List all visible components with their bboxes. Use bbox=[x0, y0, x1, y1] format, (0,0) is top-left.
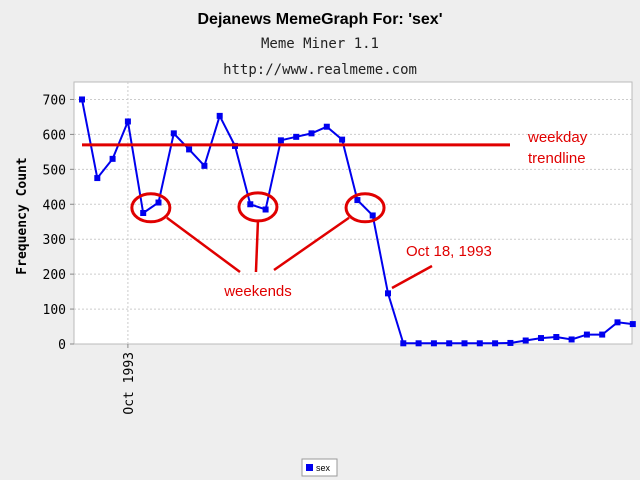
y-tick-label: 300 bbox=[43, 233, 66, 248]
chart-title: Dejanews MemeGraph For: 'sex' bbox=[197, 11, 442, 28]
data-point bbox=[614, 319, 621, 326]
data-point bbox=[568, 336, 575, 343]
data-point bbox=[308, 130, 315, 137]
plot-area bbox=[73, 81, 633, 345]
chart-url: http://www.realmeme.com bbox=[223, 62, 417, 78]
data-point bbox=[354, 197, 361, 204]
data-point bbox=[216, 112, 223, 119]
trendline-label-line1: weekday bbox=[527, 129, 588, 146]
legend-box bbox=[301, 458, 338, 477]
legend: sex bbox=[301, 458, 338, 477]
y-axis-title: Frequency Count bbox=[15, 157, 30, 274]
y-tick-label: 700 bbox=[43, 93, 66, 108]
legend-marker bbox=[306, 464, 313, 471]
data-point bbox=[476, 340, 483, 347]
weekend-arrow bbox=[166, 216, 241, 274]
weekend-circle bbox=[344, 192, 386, 224]
weekend-circle bbox=[130, 192, 172, 224]
data-point bbox=[507, 339, 514, 346]
data-point bbox=[109, 155, 116, 162]
y-tick-label: 500 bbox=[43, 163, 66, 178]
x-axis: Oct 1993 bbox=[122, 344, 137, 415]
x-tick-label: Oct 1993 bbox=[122, 352, 137, 415]
data-point bbox=[124, 118, 131, 125]
data-point bbox=[79, 96, 85, 103]
y-tick-label: 200 bbox=[43, 268, 66, 283]
data-point bbox=[492, 340, 499, 347]
grid bbox=[74, 82, 632, 344]
data-point bbox=[369, 212, 376, 219]
y-tick-label: 100 bbox=[43, 303, 66, 318]
data-point bbox=[293, 133, 300, 140]
weekends-label: weekends bbox=[223, 283, 292, 300]
data-point bbox=[201, 162, 208, 169]
data-point bbox=[553, 334, 560, 341]
annotations: weekday trendline weekends Oct 18, 1993 bbox=[82, 129, 588, 300]
y-axis: 0 100 200 300 400 500 600 700 bbox=[43, 93, 74, 353]
data-point bbox=[277, 137, 284, 144]
data-point bbox=[461, 340, 468, 347]
data-point bbox=[94, 175, 101, 182]
data-point bbox=[629, 321, 636, 328]
data-point bbox=[415, 340, 422, 347]
data-point bbox=[400, 340, 407, 347]
data-point bbox=[170, 130, 177, 137]
y-tick-label: 600 bbox=[43, 128, 66, 143]
y-tick-label: 400 bbox=[43, 198, 66, 213]
weekend-arrow bbox=[254, 220, 260, 273]
oct18-arrow bbox=[391, 264, 433, 290]
data-point bbox=[339, 136, 346, 143]
legend-label: sex bbox=[316, 463, 331, 473]
data-point bbox=[522, 337, 529, 344]
data-point bbox=[140, 210, 147, 216]
data-point bbox=[385, 290, 391, 297]
data-point bbox=[262, 206, 269, 213]
data-point bbox=[430, 340, 437, 347]
data-point bbox=[323, 123, 330, 130]
data-point bbox=[247, 201, 254, 208]
data-point bbox=[538, 335, 544, 342]
chart-subtitle: Meme Miner 1.1 bbox=[261, 36, 379, 52]
trendline-label-line2: trendline bbox=[528, 150, 586, 167]
y-tick-label: 0 bbox=[58, 338, 66, 353]
data-point bbox=[155, 199, 162, 206]
series-sex bbox=[79, 96, 636, 347]
weekend-arrow bbox=[273, 216, 350, 272]
data-point bbox=[446, 340, 453, 347]
oct18-label: Oct 18, 1993 bbox=[406, 243, 492, 260]
data-point bbox=[583, 331, 590, 338]
data-point bbox=[599, 331, 606, 338]
data-point bbox=[186, 146, 193, 153]
